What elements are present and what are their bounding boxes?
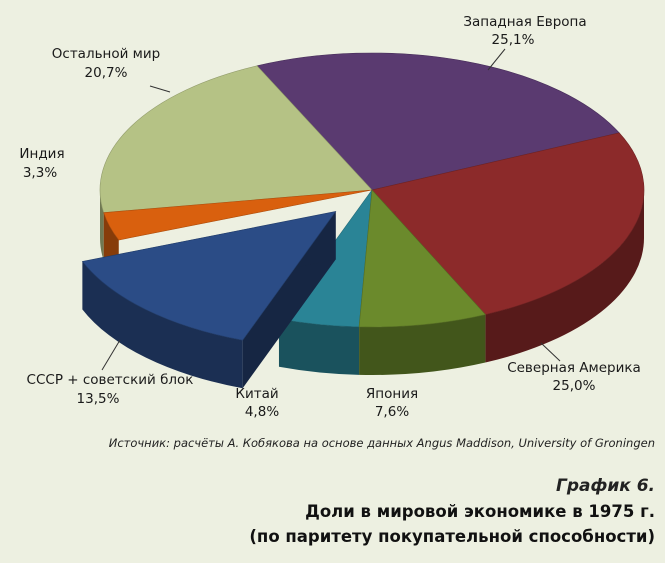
pie-chart: Западная Европа 25,1% Северная Америка 25,0… bbox=[19, 14, 645, 420]
slice-label: Северная Америка bbox=[507, 360, 641, 376]
pie-slices bbox=[81, 52, 645, 389]
slice-label: Китай bbox=[235, 386, 278, 402]
slice-value-label: 4,8% bbox=[245, 404, 279, 420]
chart-caption: График 6. Доли в мировой экономике в 197… bbox=[249, 476, 655, 546]
leader-line bbox=[487, 48, 506, 71]
pie-slice bbox=[358, 189, 486, 375]
pie-slice-rim bbox=[100, 190, 104, 261]
slice-label: Остальной мир bbox=[52, 46, 160, 62]
pie-slice bbox=[99, 65, 373, 261]
slice-value-label: 25,0% bbox=[553, 378, 596, 394]
pie-slice bbox=[371, 132, 645, 363]
pie-slice bbox=[256, 52, 620, 191]
pie-slice-top bbox=[103, 189, 373, 241]
slice-label: Индия bbox=[19, 146, 64, 162]
slice-label: Западная Европа bbox=[463, 14, 586, 30]
pie-slice-rim bbox=[82, 261, 243, 389]
leader-line bbox=[101, 339, 121, 371]
pie-slice-top bbox=[256, 52, 620, 191]
chart-subtitle: (по паритету покупательной способности) bbox=[249, 527, 655, 546]
pie-slice-top bbox=[358, 189, 486, 328]
pie-slice-top bbox=[371, 132, 645, 315]
chart-title: Доли в мировой экономике в 1975 г. bbox=[305, 502, 655, 521]
pie-labels: Западная Европа 25,1% Северная Америка 25,0… bbox=[19, 14, 640, 420]
slice-value-label: 3,3% bbox=[23, 165, 57, 181]
chart-number: График 6. bbox=[556, 476, 655, 496]
pie-slice-top bbox=[99, 65, 373, 213]
source-note: Источник: расчёты А. Кобякова на основе … bbox=[108, 436, 655, 450]
slice-value-label: 20,7% bbox=[85, 65, 128, 81]
pie-slice-top bbox=[81, 211, 337, 341]
pie-slice-rim bbox=[359, 314, 486, 375]
leader-line bbox=[540, 342, 561, 362]
pie-slice-rim bbox=[485, 190, 644, 363]
slice-value-label: 7,6% bbox=[375, 404, 409, 420]
pie-slice-rim bbox=[278, 318, 360, 375]
slice-label: СССР + советский блок bbox=[27, 372, 194, 388]
slice-value-label: 25,1% bbox=[492, 32, 535, 48]
leader-line bbox=[149, 85, 171, 93]
slice-label: Япония bbox=[366, 386, 418, 402]
pie-slice bbox=[81, 211, 337, 389]
slice-value-label: 13,5% bbox=[77, 391, 120, 407]
